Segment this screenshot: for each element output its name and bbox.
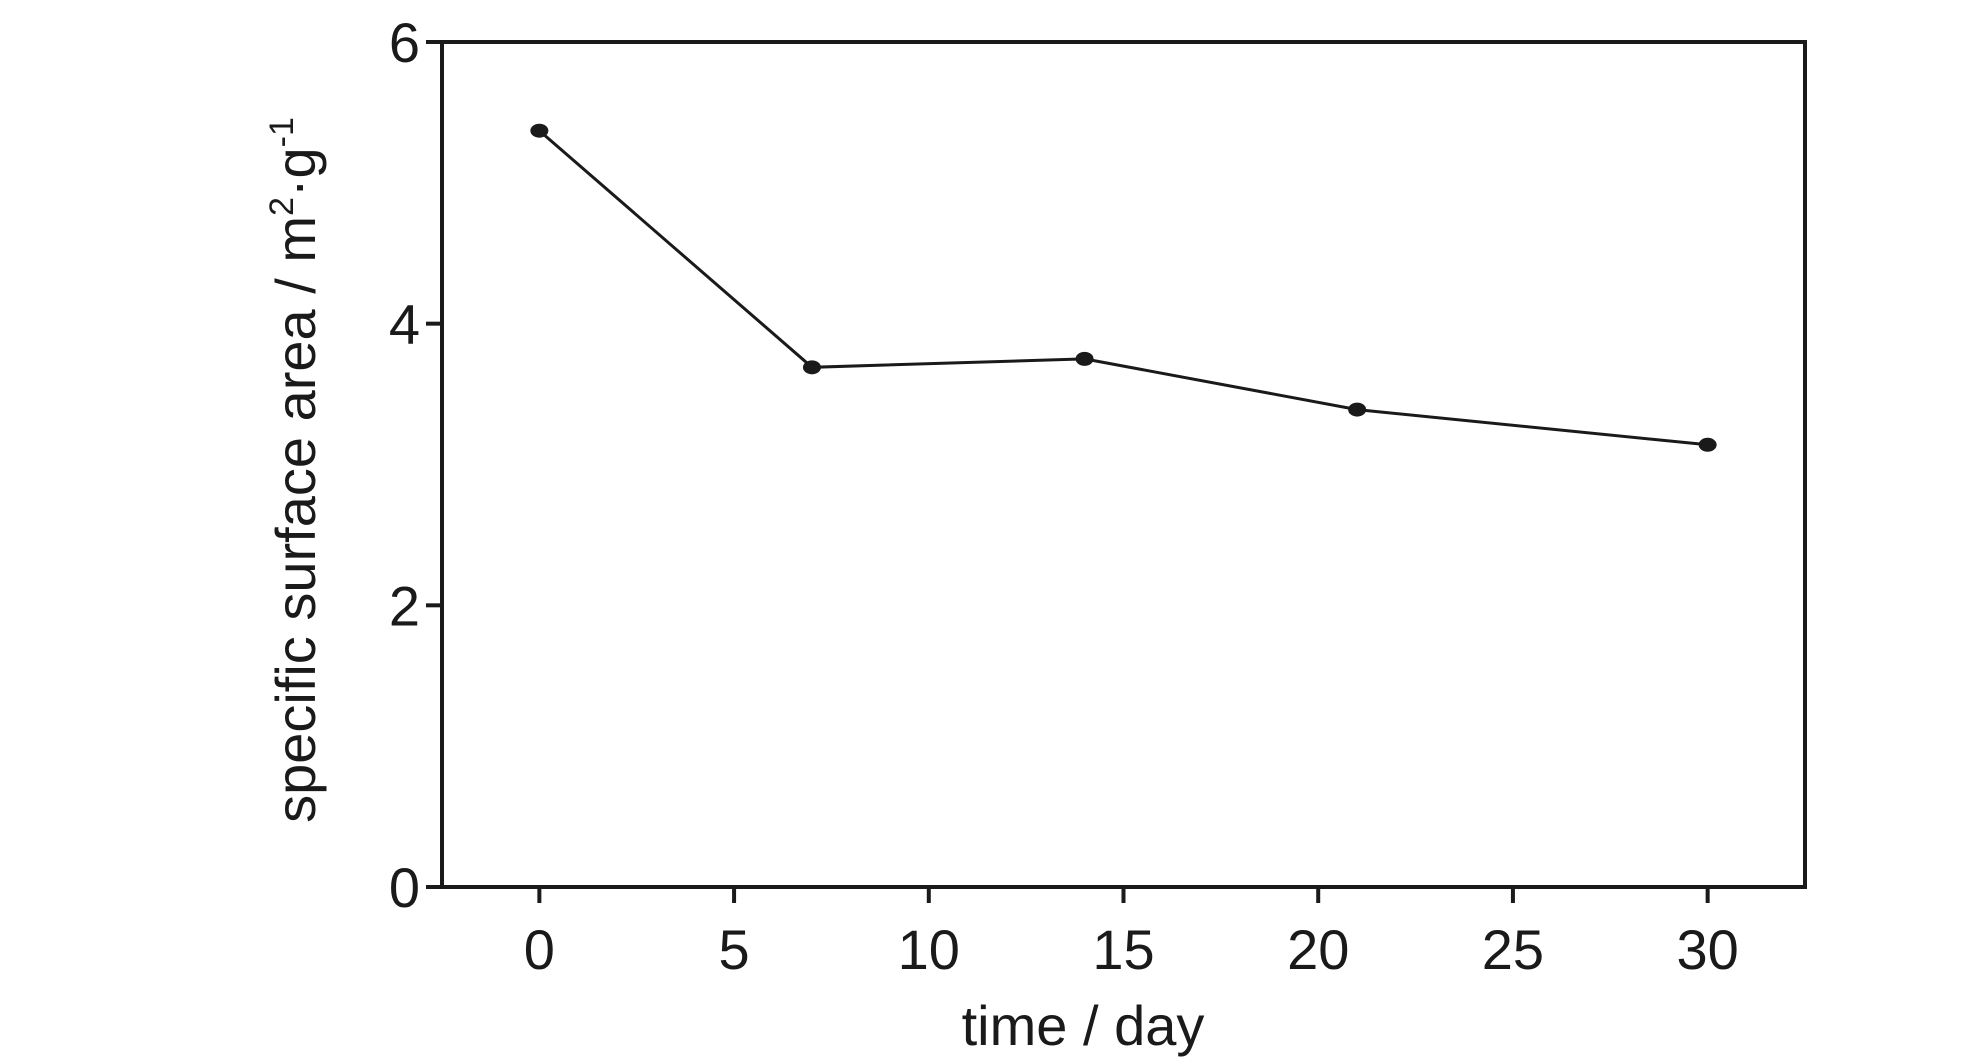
x-tick-label: 5	[718, 918, 749, 981]
x-tick-label: 30	[1676, 918, 1738, 981]
y-tick-label: 0	[389, 856, 420, 919]
x-axis-ticks: 0 5 10 15 20 25 30	[524, 887, 1739, 981]
x-tick-label: 20	[1287, 918, 1349, 981]
data-point	[1348, 402, 1367, 417]
x-tick-label: 25	[1482, 918, 1544, 981]
data-markers	[530, 123, 1717, 452]
y-axis-label-sup1: 2	[263, 197, 301, 216]
y-axis-label: specific surface area / m2·g-1	[263, 117, 327, 823]
data-point	[530, 123, 549, 138]
data-point	[802, 360, 821, 375]
data-point	[1698, 437, 1717, 452]
data-point	[1075, 351, 1094, 366]
x-tick-label: 15	[1092, 918, 1154, 981]
y-axis-label-sup2: -1	[263, 117, 301, 147]
series-line	[538, 129, 1708, 447]
x-axis-label: time / day	[962, 994, 1205, 1057]
y-axis-ticks: 0 2 4 6	[389, 11, 442, 919]
y-tick-label: 2	[389, 574, 420, 637]
plot-frame	[440, 40, 1807, 889]
x-tick-label: 0	[524, 918, 555, 981]
y-tick-label: 6	[389, 11, 420, 74]
y-axis-label-mid: ·g	[264, 147, 327, 197]
x-tick-label: 10	[898, 918, 960, 981]
y-axis-label-main: specific surface area / m	[264, 216, 327, 823]
y-tick-label: 4	[389, 293, 420, 356]
